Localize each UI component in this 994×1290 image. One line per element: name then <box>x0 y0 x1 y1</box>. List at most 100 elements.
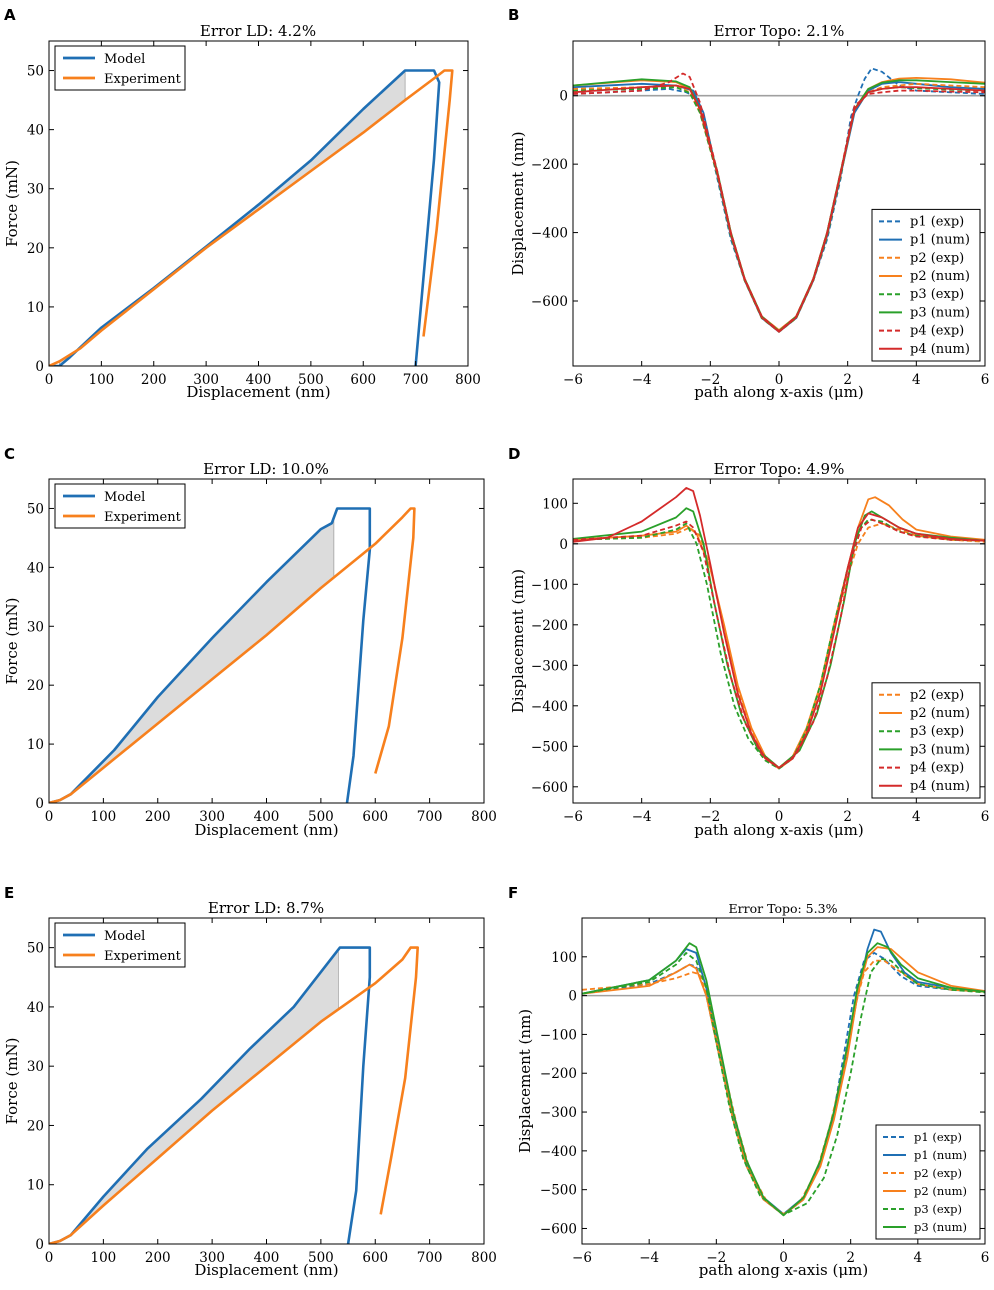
y-tick-label: −600 <box>540 1221 577 1237</box>
legend-entry: p2 (num) <box>910 706 970 721</box>
y-tick-label: −400 <box>540 1144 577 1160</box>
x-tick-label: 400 <box>254 809 280 825</box>
series-line-p4-exp <box>573 518 985 769</box>
legend-entry: Model <box>104 490 145 505</box>
chart-title: Error Topo: 5.3% <box>729 901 838 916</box>
y-tick-label: 0 <box>35 796 44 812</box>
y-axis-label: Displacement (nm) <box>516 1009 534 1153</box>
y-tick-label: 0 <box>559 537 568 553</box>
x-tick-label: 0 <box>45 1250 54 1266</box>
y-tick-label: −300 <box>540 1105 577 1121</box>
x-tick-label: 2 <box>846 1250 855 1266</box>
chart-title: Error LD: 4.2% <box>200 22 316 40</box>
y-axis-label: Displacement (nm) <box>509 569 527 713</box>
x-tick-label: −4 <box>632 809 652 825</box>
x-tick-label: 100 <box>90 809 116 825</box>
series-line-p2-num <box>582 946 985 1216</box>
x-tick-label: −4 <box>632 372 652 388</box>
legend-box <box>54 483 186 529</box>
plot-area <box>49 69 454 366</box>
x-tick-label: 200 <box>145 1250 171 1266</box>
panel-label: A <box>4 6 16 24</box>
y-tick-label: 10 <box>27 1178 44 1194</box>
x-tick-label: 400 <box>246 372 272 388</box>
x-tick-label: 200 <box>141 372 167 388</box>
y-tick-label: 10 <box>27 737 44 753</box>
y-tick-label: 0 <box>559 89 568 105</box>
x-tick-label: −2 <box>706 1250 726 1266</box>
x-tick-label: 400 <box>254 1250 280 1266</box>
plot-area <box>573 486 985 770</box>
legend: Model Experiment <box>54 922 186 968</box>
y-tick-label: 30 <box>27 1059 44 1075</box>
y-tick-label: 20 <box>27 241 44 257</box>
legend-entry: p4 (exp) <box>910 324 964 339</box>
legend-entry: p1 (exp) <box>910 214 964 229</box>
x-tick-label: 0 <box>45 372 54 388</box>
y-tick-label: 40 <box>27 560 44 576</box>
x-axis-label: Displacement (nm) <box>186 383 330 401</box>
legend: p2 (exp) p2 (num) p3 (exp) p3 (num) p4 (exp)… <box>871 682 981 799</box>
x-tick-label: 800 <box>471 809 497 825</box>
y-axis-label: Force (mN) <box>3 160 21 247</box>
x-tick-label: 600 <box>362 1250 388 1266</box>
legend-entry: Experiment <box>104 510 182 525</box>
legend-entry: p2 (exp) <box>910 251 964 266</box>
legend-entry: Experiment <box>104 72 182 87</box>
x-tick-label: 800 <box>455 372 481 388</box>
y-axis-label: Displacement (nm) <box>509 131 527 275</box>
y-tick-label: 50 <box>27 941 44 957</box>
x-tick-label: 2 <box>843 372 852 388</box>
legend-entry: p2 (num) <box>910 269 970 284</box>
y-tick-label: −100 <box>531 577 568 593</box>
x-tick-label: 100 <box>90 1250 116 1266</box>
legend: p1 (exp) p1 (num) p2 (exp) p2 (num) p3 (exp)… <box>875 1124 981 1240</box>
legend-entry: p3 (num) <box>910 305 970 320</box>
x-tick-label: 500 <box>298 372 324 388</box>
panel-label: E <box>4 884 14 902</box>
x-axis-label: Displacement (nm) <box>194 821 338 839</box>
x-tick-label: 0 <box>45 809 54 825</box>
x-axis-label: path along x-axis (μm) <box>694 383 863 401</box>
panel-f: F Error Topo: 5.3% −6 −4 −2 0 2 4 6 −600 −500 −400 −… <box>508 884 989 1279</box>
x-tick-label: 500 <box>308 1250 334 1266</box>
y-axis-label: Force (mN) <box>3 1038 21 1125</box>
y-tick-label: 10 <box>27 300 44 316</box>
panel-label: D <box>508 445 520 463</box>
x-axis-label: path along x-axis (μm) <box>694 821 863 839</box>
panel-label: C <box>4 445 15 463</box>
y-tick-label: −400 <box>531 226 568 242</box>
x-tick-label: 6 <box>981 809 990 825</box>
chart-title: Error LD: 10.0% <box>203 460 329 478</box>
series-line-model <box>49 507 372 803</box>
x-tick-label: 6 <box>981 372 990 388</box>
y-tick-label: −200 <box>531 157 568 173</box>
chart-title: Error Topo: 2.1% <box>714 22 845 40</box>
legend-box <box>871 682 981 799</box>
legend-box <box>54 922 186 968</box>
legend: Model Experiment <box>54 45 186 91</box>
legend-entry: p1 (exp) <box>914 1130 962 1144</box>
panel-b: B Error Topo: 2.1% −6 −4 −2 0 2 4 6 −600 −400 −200 0… <box>508 6 989 401</box>
chart-title: Error LD: 8.7% <box>208 899 324 917</box>
y-tick-label: 20 <box>27 1118 44 1134</box>
y-tick-label: 30 <box>27 182 44 198</box>
shaded-difference-area <box>70 948 339 1236</box>
x-tick-label: −4 <box>639 1250 659 1266</box>
y-tick-label: 0 <box>568 989 577 1005</box>
plot-area <box>49 946 420 1244</box>
y-tick-label: 0 <box>35 359 44 375</box>
x-tick-label: 300 <box>199 809 225 825</box>
legend-entry: Model <box>104 52 145 67</box>
x-tick-label: 4 <box>914 1250 923 1266</box>
x-tick-label: 200 <box>145 809 171 825</box>
plot-area <box>582 928 985 1217</box>
y-axis-label: Force (mN) <box>3 598 21 685</box>
legend: Model Experiment <box>54 483 186 529</box>
series-line-experiment <box>49 946 420 1244</box>
x-tick-label: 500 <box>308 809 334 825</box>
y-tick-label: 50 <box>27 501 44 517</box>
legend-entry: p3 (exp) <box>914 1202 962 1216</box>
y-tick-label: −200 <box>540 1066 577 1082</box>
